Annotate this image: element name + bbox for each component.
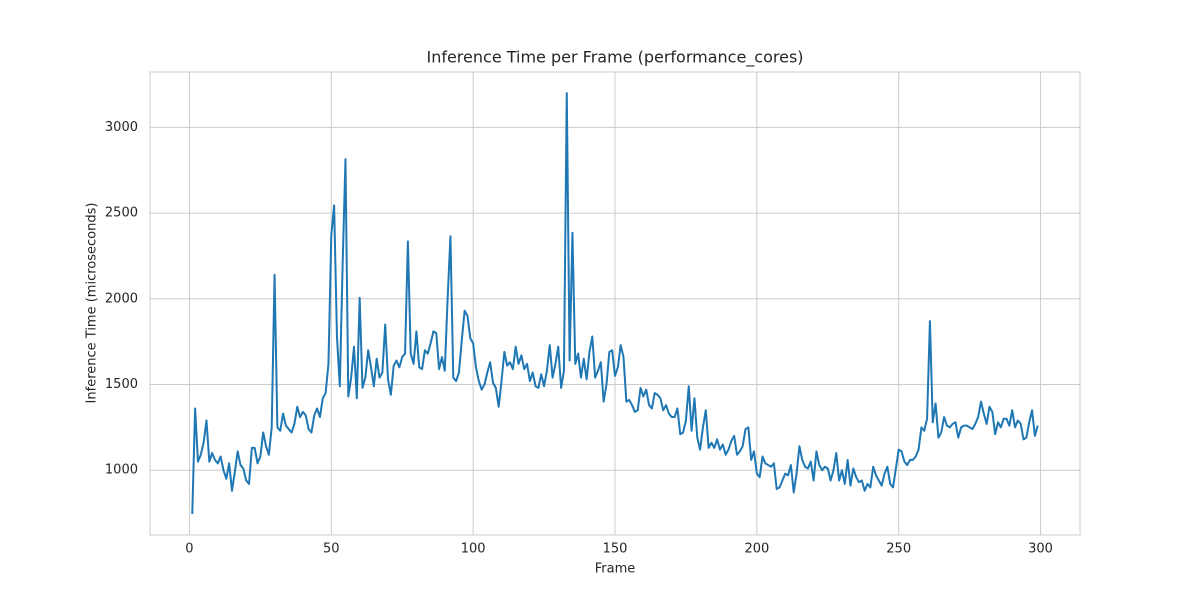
x-tick-label: 0 (185, 542, 193, 557)
y-axis-label: Inference Time (microseconds) (85, 203, 100, 404)
grid (150, 72, 1080, 535)
y-tick-label: 1500 (105, 377, 138, 392)
plot (191, 92, 1039, 514)
x-tick-label: 150 (603, 542, 628, 557)
x-tick-label: 300 (1028, 542, 1053, 557)
y-tick-label: 2000 (105, 291, 138, 306)
y-tick-label: 1000 (105, 463, 138, 478)
x-tick-label: 200 (744, 542, 769, 557)
y-tick-label: 2500 (105, 206, 138, 221)
x-tick-label: 50 (323, 542, 340, 557)
x-tick-label: 100 (461, 542, 486, 557)
x-tick-label: 250 (886, 542, 911, 557)
x-axis-label: Frame (595, 562, 636, 577)
y-tick-label: 3000 (105, 120, 138, 135)
axes-frame (149, 71, 1081, 536)
data-line (191, 92, 1039, 514)
chart-title: Inference Time per Frame (performance_co… (426, 48, 803, 68)
